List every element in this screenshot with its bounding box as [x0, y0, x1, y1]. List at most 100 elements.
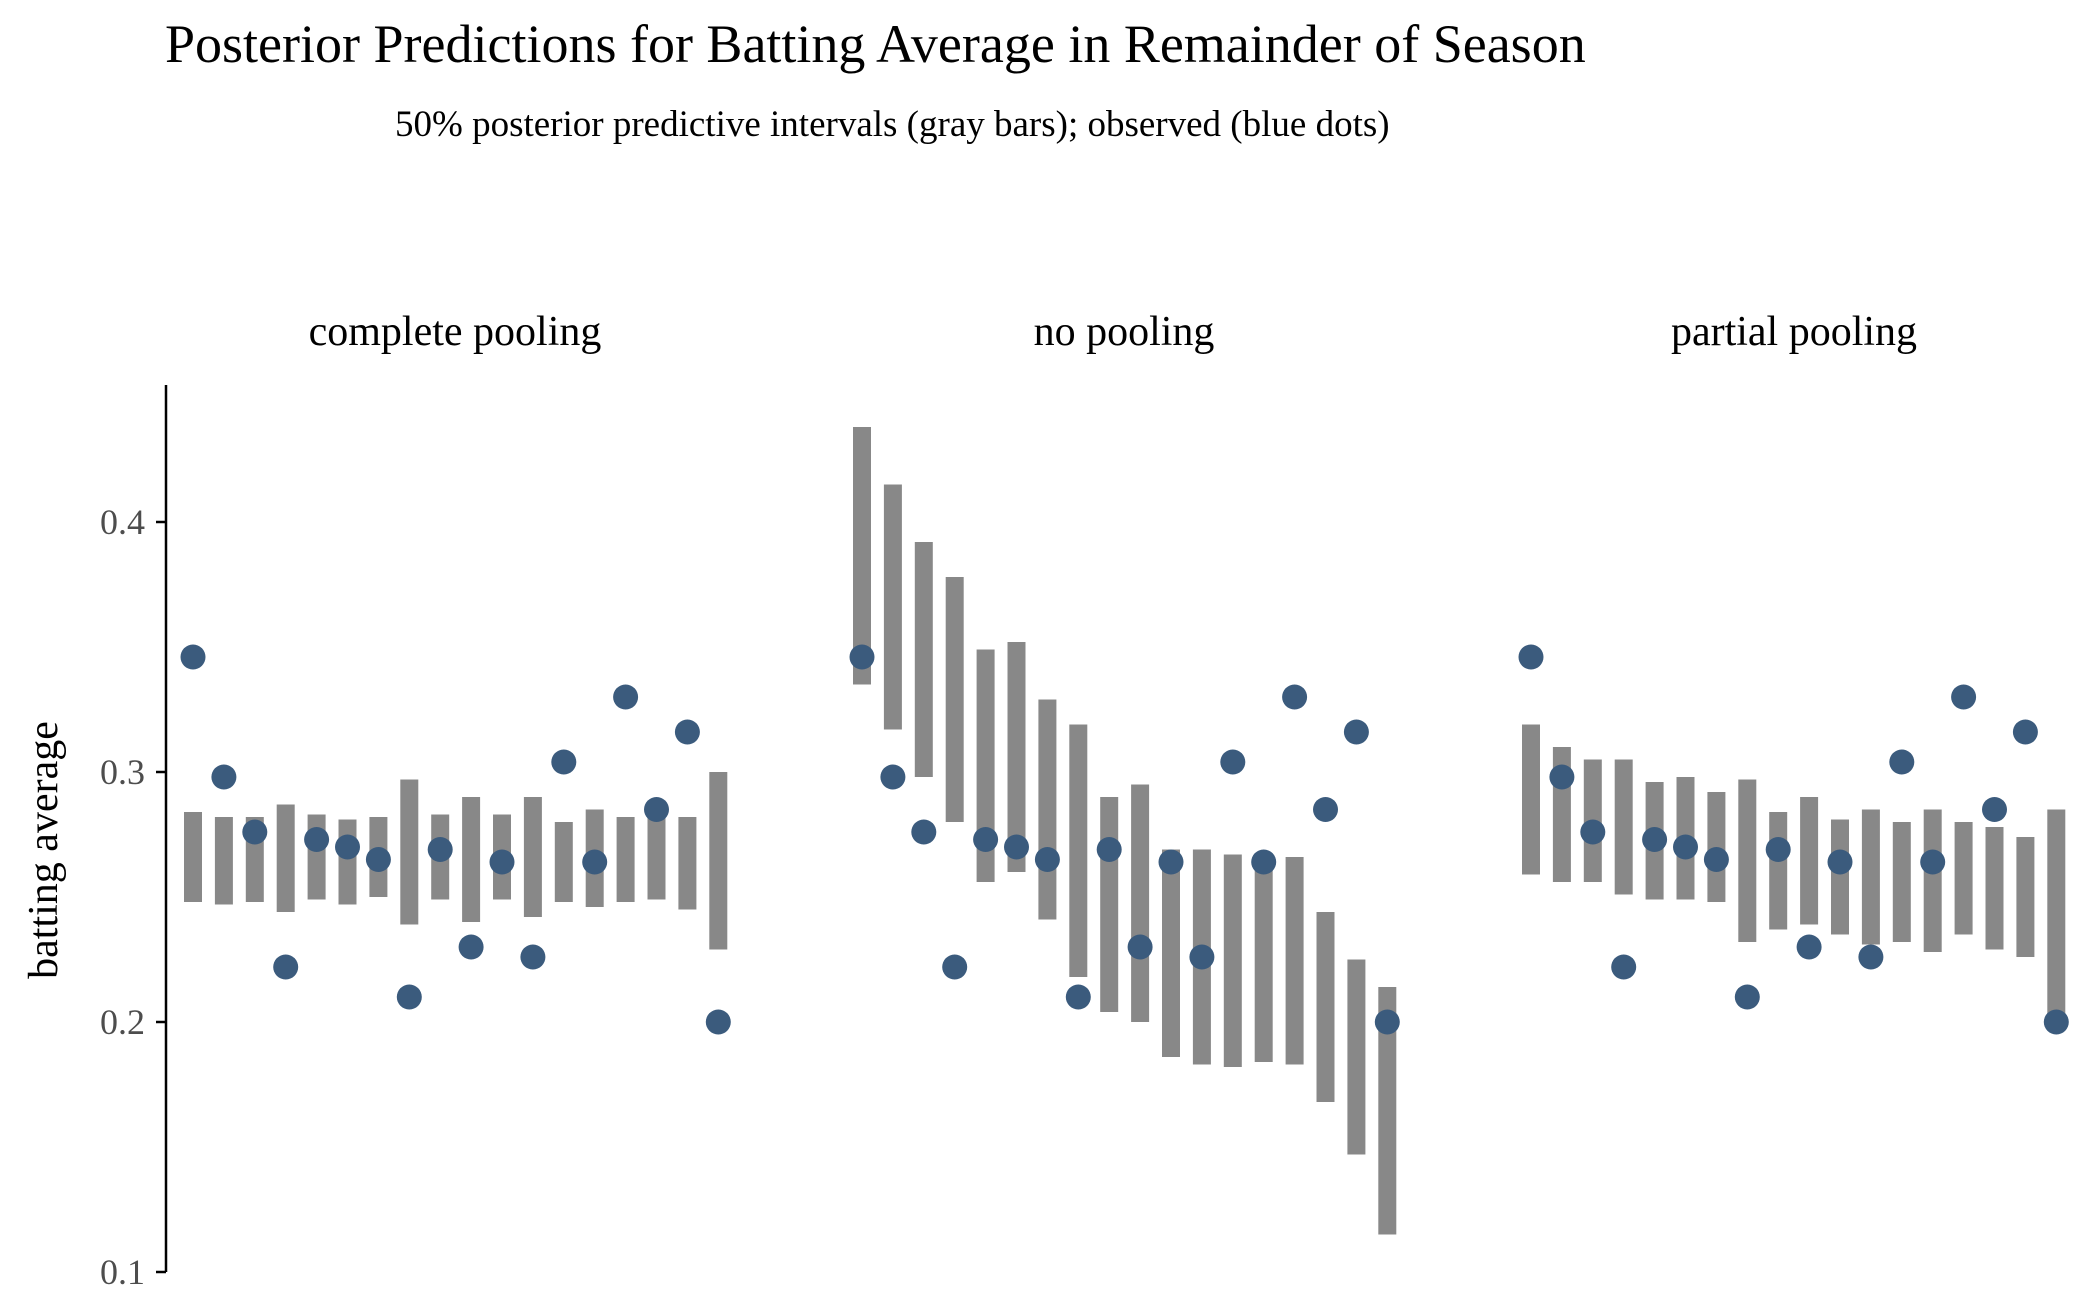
interval-bar	[616, 817, 635, 902]
panel-label-complete-pooling: complete pooling	[309, 309, 602, 355]
interval-bar	[1254, 854, 1273, 1062]
interval-bar	[976, 649, 995, 882]
observed-dot	[520, 944, 546, 970]
observed-dot	[1282, 684, 1308, 710]
observed-dot	[304, 827, 330, 852]
panel-label-partial-pooling: partial pooling	[1671, 309, 1917, 355]
interval-bar	[678, 817, 697, 910]
interval-bar	[1069, 724, 1088, 977]
chart-subtitle: 50% posterior predictive intervals (gray…	[395, 104, 1390, 145]
observed-dot	[2043, 1009, 2069, 1035]
interval-bar	[1985, 827, 2004, 950]
observed-dot	[335, 834, 360, 860]
observed-dot	[880, 764, 906, 790]
observed-dot	[911, 819, 937, 845]
interval-bar	[276, 804, 295, 912]
observed-dot	[1796, 934, 1822, 960]
observed-dot	[1703, 847, 1729, 872]
observed-dot	[427, 837, 453, 862]
interval-bar	[1923, 809, 1942, 952]
panel-partial-pooling	[1518, 644, 2069, 1035]
interval-bar	[214, 817, 233, 905]
interval-bar	[1162, 849, 1180, 1057]
observed-dot	[1889, 749, 1915, 775]
observed-dot	[1982, 797, 2007, 822]
observed-dot	[211, 764, 237, 790]
observed-dot	[1251, 849, 1277, 875]
observed-dot	[1673, 834, 1698, 860]
observed-dot	[1034, 847, 1060, 872]
interval-bar	[1007, 642, 1026, 872]
interval-bar	[1347, 959, 1366, 1155]
interval-bar	[2016, 837, 2035, 957]
observed-dot	[1580, 819, 1606, 845]
observed-dot	[242, 819, 268, 845]
observed-dot	[1920, 849, 1946, 875]
interval-bar	[1285, 857, 1304, 1065]
interval-bar	[554, 822, 573, 902]
interval-bar	[338, 819, 357, 905]
panels	[180, 427, 2069, 1235]
observed-dot	[1951, 684, 1977, 710]
observed-dot	[2012, 719, 2038, 745]
observed-dot	[458, 934, 484, 960]
panel-no-pooling	[849, 427, 1400, 1235]
observed-dot	[1004, 834, 1029, 860]
observed-dot	[705, 1009, 731, 1035]
observed-dot	[942, 954, 968, 980]
observed-dot	[1734, 984, 1760, 1010]
observed-dot	[1549, 764, 1575, 790]
observed-dot	[1374, 1009, 1400, 1035]
observed-dot	[180, 644, 206, 670]
interval-bar	[1769, 812, 1788, 930]
interval-bar	[1892, 822, 1911, 942]
interval-bar	[1378, 987, 1397, 1235]
interval-bar	[1131, 784, 1150, 1022]
observed-dot	[1065, 984, 1091, 1010]
interval-bar	[853, 427, 871, 685]
observed-dot	[1127, 934, 1153, 960]
observed-dot	[1765, 837, 1791, 862]
observed-dot	[1858, 944, 1884, 970]
interval-bar	[523, 797, 542, 917]
observed-dot	[1343, 719, 1369, 745]
interval-bar	[945, 577, 964, 822]
interval-bar	[2047, 809, 2066, 1022]
observed-dot	[489, 849, 515, 875]
interval-bar	[1861, 809, 1880, 945]
interval-bar	[1316, 912, 1335, 1102]
interval-bar	[1831, 819, 1849, 935]
interval-bar	[883, 484, 902, 730]
interval-bar	[709, 772, 728, 950]
observed-dot	[1220, 749, 1246, 775]
y-tick-label: 0.2	[100, 1002, 145, 1042]
interval-bar	[914, 542, 933, 777]
observed-dot	[674, 719, 700, 745]
y-tick-label: 0.3	[100, 752, 145, 792]
observed-dot	[582, 849, 608, 875]
observed-dot	[551, 749, 577, 775]
observed-dot	[1642, 827, 1668, 852]
interval-bar	[462, 797, 481, 922]
observed-dot	[1611, 954, 1637, 980]
panel-label-no-pooling: no pooling	[1034, 309, 1215, 355]
observed-dot	[1158, 849, 1184, 875]
observed-dot	[973, 827, 999, 852]
y-axis-ticks: 0.1 0.2 0.3 0.4	[100, 502, 166, 1292]
y-axis-label: batting average	[21, 721, 67, 979]
observed-dot	[644, 797, 669, 822]
interval-bar	[1738, 779, 1757, 942]
interval-bar	[1522, 724, 1540, 875]
observed-dot	[849, 644, 875, 670]
interval-bar	[400, 779, 419, 925]
observed-dot	[1518, 644, 1544, 670]
interval-bar	[1100, 797, 1119, 1012]
y-tick-label: 0.1	[100, 1252, 145, 1292]
observed-dot	[396, 984, 422, 1010]
interval-bar	[1223, 854, 1242, 1067]
panel-complete-pooling	[180, 644, 731, 1035]
chart-title: Posterior Predictions for Batting Averag…	[165, 14, 1586, 74]
observed-dot	[1189, 944, 1215, 970]
observed-dot	[1313, 797, 1338, 822]
